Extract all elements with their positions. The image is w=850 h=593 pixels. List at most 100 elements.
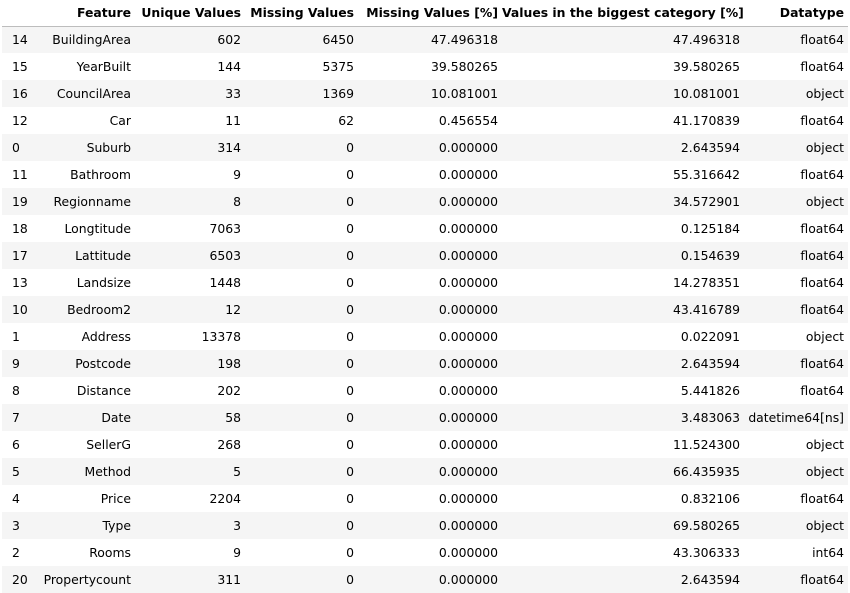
unique-values-cell: 9 — [135, 161, 245, 188]
missing-values-pct-cell: 0.000000 — [358, 566, 502, 593]
missing-values-cell: 0 — [245, 404, 358, 431]
unique-values-cell: 202 — [135, 377, 245, 404]
missing-values-pct-cell: 47.496318 — [358, 26, 502, 53]
table-row: 19 Regionname 8 0 0.000000 34.572901 object — [2, 188, 848, 215]
missing-values-cell: 0 — [245, 215, 358, 242]
table-row: 6 SellerG 268 0 0.000000 11.524300 object — [2, 431, 848, 458]
feature-cell: Landsize — [26, 269, 135, 296]
table-row: 5 Method 5 0 0.000000 66.435935 object — [2, 458, 848, 485]
unique-values-cell: 13378 — [135, 323, 245, 350]
table-row: 2 Rooms 9 0 0.000000 43.306333 int64 — [2, 539, 848, 566]
table-row: 4 Price 2204 0 0.000000 0.832106 float64 — [2, 485, 848, 512]
row-index: 6 — [2, 431, 26, 458]
feature-cell: Postcode — [26, 350, 135, 377]
biggest-category-pct-cell: 55.316642 — [502, 161, 744, 188]
feature-cell: Address — [26, 323, 135, 350]
feature-cell: Method — [26, 458, 135, 485]
row-index: 3 — [2, 512, 26, 539]
missing-values-cell: 6450 — [245, 26, 358, 53]
missing-values-pct-cell: 0.000000 — [358, 431, 502, 458]
datatype-cell: float64 — [744, 161, 848, 188]
column-header-index — [2, 0, 26, 27]
missing-values-cell: 0 — [245, 458, 358, 485]
row-index: 14 — [2, 26, 28, 53]
unique-values-cell: 6503 — [135, 242, 245, 269]
feature-cell: BuildingArea — [26, 26, 135, 53]
feature-cell: CouncilArea — [26, 80, 135, 107]
datatype-cell: float64 — [744, 269, 848, 296]
unique-values-cell: 314 — [135, 134, 245, 161]
table-row: 14 BuildingArea 602 6450 47.496318 47.496318 f… — [2, 26, 848, 53]
datatype-cell: float64 — [744, 242, 848, 269]
datatype-cell: float64 — [744, 377, 848, 404]
unique-values-cell: 144 — [135, 53, 245, 80]
row-index: 17 — [2, 242, 28, 269]
biggest-category-pct-cell: 39.580265 — [502, 53, 744, 80]
missing-values-pct-cell: 0.000000 — [358, 539, 502, 566]
row-index: 20 — [2, 566, 28, 593]
missing-values-cell: 0 — [245, 350, 358, 377]
feature-cell: Price — [26, 485, 135, 512]
unique-values-cell: 11 — [135, 107, 245, 134]
missing-values-pct-cell: 0.456554 — [358, 107, 502, 134]
feature-cell: Regionname — [26, 188, 135, 215]
missing-values-pct-cell: 39.580265 — [358, 53, 502, 80]
missing-values-pct-cell: 0.000000 — [358, 458, 502, 485]
datatype-cell: object — [744, 512, 848, 539]
datatype-cell: float64 — [744, 53, 848, 80]
table-body: 14 BuildingArea 602 6450 47.496318 47.496318 f… — [2, 26, 848, 593]
missing-values-pct-cell: 0.000000 — [358, 350, 502, 377]
missing-values-pct-cell: 0.000000 — [358, 161, 502, 188]
unique-values-cell: 602 — [135, 26, 245, 53]
missing-values-pct-cell: 0.000000 — [358, 323, 502, 350]
biggest-category-pct-cell: 3.483063 — [502, 404, 744, 431]
feature-cell: Distance — [26, 377, 135, 404]
table-row: 9 Postcode 198 0 0.000000 2.643594 float64 — [2, 350, 848, 377]
row-index: 0 — [2, 134, 26, 161]
row-index: 7 — [2, 404, 26, 431]
unique-values-cell: 58 — [135, 404, 245, 431]
feature-cell: Longtitude — [26, 215, 135, 242]
table-row: 11 Bathroom 9 0 0.000000 55.316642 float64 — [2, 161, 848, 188]
feature-cell: Propertycount — [26, 566, 135, 593]
row-index: 13 — [2, 269, 28, 296]
missing-values-pct-cell: 0.000000 — [358, 269, 502, 296]
feature-cell: Bedroom2 — [26, 296, 135, 323]
datatype-cell: float64 — [744, 26, 848, 53]
biggest-category-pct-cell: 0.154639 — [502, 242, 744, 269]
unique-values-cell: 9 — [135, 539, 245, 566]
missing-values-pct-cell: 0.000000 — [358, 134, 502, 161]
biggest-category-pct-cell: 41.170839 — [502, 107, 744, 134]
datatype-cell: object — [744, 188, 848, 215]
row-index: 15 — [2, 53, 28, 80]
row-index: 12 — [2, 107, 28, 134]
missing-values-cell: 0 — [245, 296, 358, 323]
row-index: 1 — [2, 323, 26, 350]
missing-values-cell: 0 — [245, 566, 358, 593]
table-row: 1 Address 13378 0 0.000000 0.022091 object — [2, 323, 848, 350]
unique-values-cell: 2204 — [135, 485, 245, 512]
datatype-cell: float64 — [744, 296, 848, 323]
column-header-missing-values-pct: Missing Values [%] — [358, 0, 502, 27]
datatype-cell: object — [744, 431, 848, 458]
table-row: 15 YearBuilt 144 5375 39.580265 39.580265 floa… — [2, 53, 848, 80]
unique-values-cell: 311 — [135, 566, 245, 593]
biggest-category-pct-cell: 0.832106 — [502, 485, 744, 512]
unique-values-cell: 8 — [135, 188, 245, 215]
datatype-cell: object — [744, 458, 848, 485]
feature-cell: Car — [26, 107, 135, 134]
missing-values-cell: 0 — [245, 323, 358, 350]
biggest-category-pct-cell: 34.572901 — [502, 188, 744, 215]
biggest-category-pct-cell: 47.496318 — [502, 26, 744, 53]
missing-values-cell: 0 — [245, 485, 358, 512]
missing-values-cell: 0 — [245, 134, 358, 161]
datatype-cell: float64 — [744, 215, 848, 242]
missing-values-cell: 5375 — [245, 53, 358, 80]
biggest-category-pct-cell: 2.643594 — [502, 350, 744, 377]
missing-values-pct-cell: 0.000000 — [358, 296, 502, 323]
row-index: 18 — [2, 215, 28, 242]
biggest-category-pct-cell: 10.081001 — [502, 80, 744, 107]
missing-values-cell: 62 — [245, 107, 358, 134]
biggest-category-pct-cell: 2.643594 — [502, 566, 744, 593]
